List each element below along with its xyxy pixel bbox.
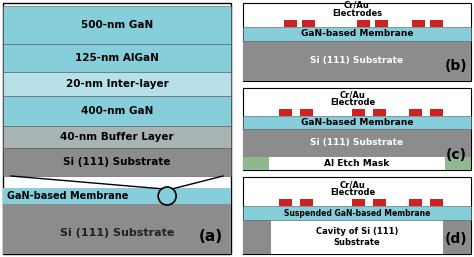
Text: 500-nm GaN: 500-nm GaN: [81, 20, 153, 30]
Bar: [243, 206, 471, 220]
Bar: [243, 41, 471, 81]
Bar: [410, 109, 422, 116]
Bar: [445, 157, 471, 170]
Bar: [300, 199, 313, 206]
Bar: [280, 109, 292, 116]
Text: Si (111) Substrate: Si (111) Substrate: [310, 139, 403, 148]
Bar: [243, 177, 471, 254]
Bar: [271, 220, 443, 254]
Bar: [3, 3, 231, 254]
Bar: [243, 157, 269, 170]
Text: Cr/Au: Cr/Au: [339, 180, 365, 189]
Bar: [3, 126, 231, 148]
Text: 20-nm Inter-layer: 20-nm Inter-layer: [65, 79, 168, 89]
Bar: [280, 199, 292, 206]
Bar: [3, 204, 231, 254]
Bar: [243, 129, 471, 157]
Bar: [353, 109, 365, 116]
Text: 400-nm GaN: 400-nm GaN: [81, 106, 153, 116]
Bar: [3, 96, 231, 126]
Text: Cr/Au: Cr/Au: [339, 90, 365, 99]
Bar: [3, 148, 231, 176]
Bar: [410, 199, 422, 206]
Bar: [430, 20, 443, 27]
Text: Electrode: Electrode: [330, 98, 375, 107]
Bar: [443, 220, 471, 254]
Text: (b): (b): [444, 59, 467, 73]
Text: Electrodes: Electrodes: [332, 9, 382, 18]
Bar: [243, 88, 471, 170]
Bar: [284, 20, 297, 27]
Bar: [412, 20, 425, 27]
Bar: [302, 20, 315, 27]
Bar: [357, 20, 370, 27]
Bar: [300, 109, 313, 116]
Bar: [243, 220, 271, 254]
Bar: [243, 3, 471, 81]
Text: Si (111) Substrate: Si (111) Substrate: [310, 57, 403, 66]
Bar: [3, 6, 231, 44]
Bar: [430, 199, 443, 206]
Bar: [353, 199, 365, 206]
Bar: [3, 188, 231, 204]
Text: Cr/Au: Cr/Au: [344, 1, 370, 10]
Text: GaN-based Membrane: GaN-based Membrane: [301, 118, 413, 127]
Bar: [243, 27, 471, 41]
Text: Al Etch Mask: Al Etch Mask: [324, 159, 390, 168]
Text: Si (111) Substrate: Si (111) Substrate: [63, 157, 171, 167]
Bar: [243, 116, 471, 129]
Text: (a): (a): [199, 229, 223, 244]
Bar: [3, 72, 231, 96]
Text: Electrode: Electrode: [330, 188, 375, 197]
Bar: [375, 20, 388, 27]
Text: Si (111) Substrate: Si (111) Substrate: [60, 228, 174, 238]
Bar: [373, 109, 386, 116]
Text: Cavity of Si (111)
Substrate: Cavity of Si (111) Substrate: [316, 227, 398, 247]
Bar: [373, 199, 386, 206]
Bar: [3, 44, 231, 72]
Text: Suspended GaN-based Membrane: Suspended GaN-based Membrane: [284, 208, 430, 217]
Bar: [430, 109, 443, 116]
Text: 125-nm AlGaN: 125-nm AlGaN: [75, 53, 159, 63]
Text: 40-nm Buffer Layer: 40-nm Buffer Layer: [60, 132, 174, 142]
Text: (d): (d): [444, 232, 467, 246]
Text: GaN-based Membrane: GaN-based Membrane: [7, 191, 128, 201]
Text: GaN-based Membrane: GaN-based Membrane: [301, 30, 413, 39]
Text: (c): (c): [446, 148, 467, 162]
